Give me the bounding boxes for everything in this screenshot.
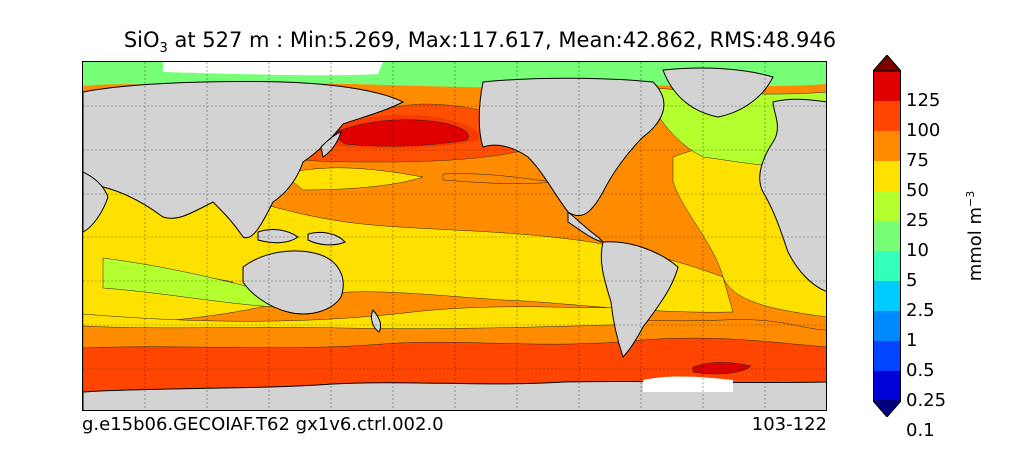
case-name-label: g.e15b06.GECOIAF.T62 gx1v6.ctrl.002.0: [82, 414, 444, 435]
land-indonesia: [257, 229, 299, 244]
colorbar-tick-label: 2.5: [906, 300, 935, 321]
land-new-guinea: [307, 231, 346, 246]
title-subscript: 3: [159, 41, 168, 57]
missing-data-arctic: [163, 62, 383, 76]
land-eurasia: [83, 81, 405, 239]
colorbar-tick-label: 0.25: [906, 390, 947, 411]
title-species: SiO: [123, 28, 160, 52]
title-stats: at 527 m : Min:5.269, Max:117.617, Mean:…: [167, 28, 837, 52]
colorbar-segment: [873, 131, 901, 162]
graticule: [83, 62, 826, 410]
colorbar-segment: [873, 281, 901, 312]
colorbar-tick-label: 5: [906, 270, 918, 291]
land-new-zealand: [370, 309, 382, 333]
colorbar-extend-min: [873, 400, 901, 417]
units-label: mmol m−3: [964, 191, 986, 282]
colorbar-segment: [873, 221, 901, 252]
colorbar-segment: [873, 191, 901, 222]
land-japan: [320, 131, 342, 158]
north-pacific-yellow-band: [282, 167, 424, 191]
land-north-america: [478, 77, 665, 217]
colorbar: [873, 55, 901, 417]
colorbar-segment: [873, 251, 901, 282]
colorbar-extend-max: [873, 55, 901, 72]
colorbar-segment: [873, 71, 901, 102]
colorbar-tick-label: 0.1: [906, 420, 935, 441]
north-pacific-red-core: [330, 119, 469, 147]
colorbar-segment: [873, 341, 901, 372]
colorbar-tick-label: 25: [906, 210, 929, 231]
units-exponent: −3: [964, 190, 977, 207]
colorbar-tick-label: 0.5: [906, 360, 935, 381]
southern-ocean-band-100: [692, 362, 752, 375]
colorbar-tick-label: 125: [906, 90, 941, 111]
land-africa-east: [83, 171, 109, 233]
missing-data-antarctic-edge: [643, 376, 733, 392]
colorbar-tick-label: 10: [906, 240, 929, 261]
years-label: 103-122: [751, 414, 827, 435]
colorbar-tick-label: 75: [906, 150, 929, 171]
colorbar-segment: [873, 101, 901, 132]
colorbar-tick-label: 100: [906, 120, 941, 141]
colorbar-tick-label: 50: [906, 180, 929, 201]
map-panel: [82, 61, 827, 411]
land-australia: [242, 250, 344, 315]
plot-title: SiO3 at 527 m : Min:5.269, Max:117.617, …: [0, 28, 960, 56]
land-europe-africa: [759, 98, 826, 292]
colorbar-tick-label: 1: [906, 330, 918, 351]
colorbar-segment: [873, 311, 901, 342]
units-base: mmol m: [965, 206, 986, 282]
colorbar-segment: [873, 371, 901, 402]
colorbar-segment: [873, 161, 901, 192]
colorbar-outline: [873, 70, 901, 402]
land-south-america: [600, 241, 679, 358]
world-map: [83, 62, 826, 410]
land-greenland: [662, 67, 774, 118]
